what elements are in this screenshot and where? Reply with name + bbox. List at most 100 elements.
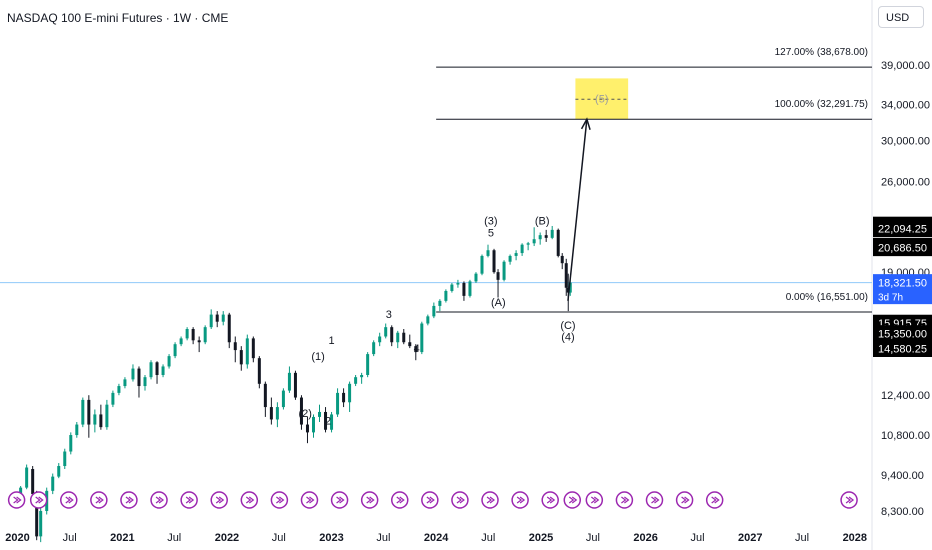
candle-body bbox=[233, 342, 237, 351]
event-marker-arrow bbox=[65, 496, 74, 504]
candle-body bbox=[287, 372, 291, 391]
candle-body bbox=[39, 510, 43, 537]
candle-body bbox=[239, 350, 243, 365]
candle-body bbox=[336, 392, 340, 415]
event-marker-arrow bbox=[546, 496, 556, 504]
fib-level-label: 100.00% (32,291.75) bbox=[775, 99, 868, 110]
candle-body bbox=[131, 368, 135, 380]
event-marker-arrow bbox=[185, 496, 195, 504]
candle-body bbox=[87, 399, 91, 425]
y-tick-label: 8,300.00 bbox=[881, 506, 924, 518]
candle-body bbox=[366, 354, 370, 376]
candle-body bbox=[105, 404, 109, 428]
candle-body bbox=[520, 244, 524, 254]
candle-body bbox=[299, 397, 303, 425]
price-label-box bbox=[873, 340, 932, 358]
event-marker-arrow bbox=[276, 496, 285, 504]
candle-body bbox=[450, 284, 454, 291]
candle-body bbox=[117, 386, 121, 393]
x-tick-label: 2022 bbox=[215, 532, 239, 544]
candle-body bbox=[57, 466, 61, 477]
x-tick-label: Jul bbox=[63, 532, 77, 544]
candle-body bbox=[123, 379, 127, 387]
candle-body bbox=[360, 375, 364, 378]
wave-label: (4) bbox=[561, 331, 574, 343]
candle-body bbox=[161, 366, 165, 376]
event-marker-arrow bbox=[366, 496, 375, 504]
y-tick-label: 12,400.00 bbox=[881, 390, 930, 402]
candle-body bbox=[526, 243, 530, 245]
candle-body bbox=[215, 314, 219, 322]
candle-body bbox=[75, 424, 79, 436]
candle-body bbox=[81, 399, 85, 425]
candle-body bbox=[263, 383, 267, 408]
wave-label: (1) bbox=[311, 351, 324, 363]
candle-body bbox=[508, 255, 512, 262]
candle-body bbox=[305, 424, 309, 433]
candle-body bbox=[556, 229, 560, 256]
candle-body bbox=[227, 314, 231, 343]
fib-level-label: 0.00% (16,551.00) bbox=[786, 292, 868, 303]
event-marker-arrow bbox=[516, 496, 526, 504]
candle-body bbox=[384, 327, 388, 337]
x-tick-label: Jul bbox=[690, 532, 704, 544]
price-label-box bbox=[873, 325, 932, 343]
candle-body bbox=[402, 332, 406, 343]
x-tick-label: 2026 bbox=[633, 532, 657, 544]
candle-body bbox=[203, 327, 207, 343]
price-label-box bbox=[873, 220, 932, 238]
wave-label: 1 bbox=[328, 335, 334, 347]
event-marker-arrow bbox=[396, 496, 405, 504]
candle-body bbox=[281, 390, 285, 408]
x-tick-label: 2028 bbox=[843, 532, 867, 544]
candle-body bbox=[221, 314, 225, 322]
candle-body bbox=[251, 338, 255, 359]
projection-arrowhead bbox=[580, 117, 591, 130]
x-tick-label: Jul bbox=[795, 532, 809, 544]
candle-body bbox=[564, 263, 568, 288]
candle-body bbox=[462, 282, 466, 296]
wave-label: (B) bbox=[535, 216, 550, 228]
wave-label: (C) bbox=[560, 320, 575, 332]
candle-body bbox=[502, 261, 506, 280]
candle-body bbox=[468, 281, 472, 296]
candle-body bbox=[35, 494, 39, 537]
candle-body bbox=[514, 253, 518, 256]
candle-body bbox=[269, 407, 273, 420]
candle-body bbox=[31, 469, 35, 495]
candle-body bbox=[51, 476, 55, 491]
candle-body bbox=[492, 250, 496, 273]
candle-body bbox=[63, 451, 67, 467]
event-marker-arrow bbox=[845, 496, 855, 504]
candle-body bbox=[432, 305, 436, 317]
x-tick-label: 2023 bbox=[319, 532, 343, 544]
x-tick-label: 2025 bbox=[529, 532, 553, 544]
event-marker-arrow bbox=[35, 496, 44, 504]
candle-body bbox=[566, 287, 570, 293]
candle-body bbox=[99, 414, 103, 428]
currency-selector[interactable]: USD bbox=[878, 6, 924, 28]
fib-level-label: 127.00% (38,678.00) bbox=[775, 47, 868, 58]
event-marker-arrow bbox=[95, 496, 104, 504]
candle-body bbox=[311, 416, 315, 433]
event-marker-arrow bbox=[13, 496, 22, 504]
candle-body bbox=[330, 414, 334, 430]
price-label-countdown: 3d 7h bbox=[878, 293, 903, 304]
event-marker-arrow bbox=[426, 496, 435, 504]
candle-body bbox=[550, 229, 554, 238]
event-marker-arrow bbox=[568, 496, 578, 504]
x-tick-label: Jul bbox=[272, 532, 286, 544]
x-tick-label: Jul bbox=[481, 532, 495, 544]
wave-label: 2 bbox=[325, 416, 331, 428]
event-marker-arrow bbox=[486, 496, 496, 504]
candle-body bbox=[342, 392, 346, 403]
candle-body bbox=[179, 338, 183, 345]
price-label-box bbox=[873, 274, 932, 305]
candle-body bbox=[167, 356, 171, 367]
event-marker-arrow bbox=[621, 496, 630, 504]
candle-body bbox=[378, 336, 382, 343]
y-tick-label: 10,800.00 bbox=[881, 430, 930, 442]
event-marker-arrow bbox=[590, 496, 600, 504]
candle-body bbox=[372, 342, 376, 355]
